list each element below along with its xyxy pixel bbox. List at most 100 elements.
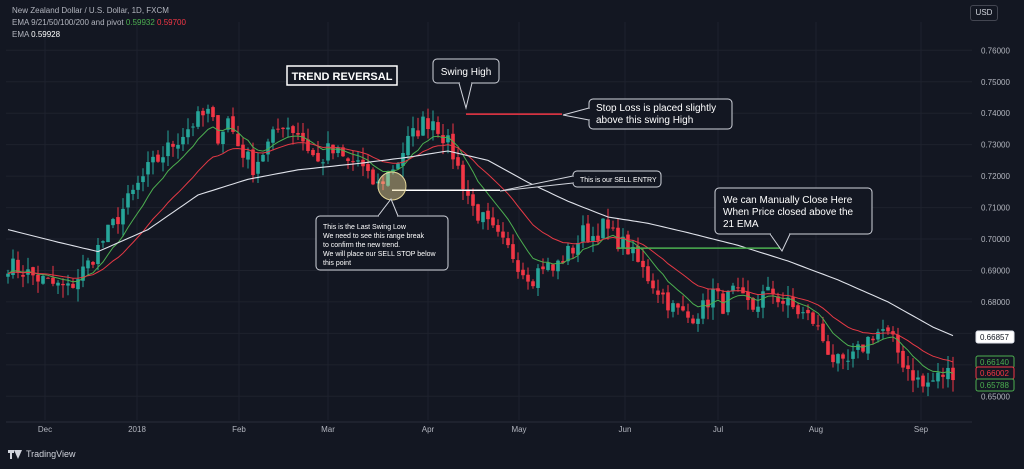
time-tick-label: May [511, 425, 526, 434]
candle-body [461, 164, 465, 190]
candle-body [696, 318, 700, 324]
candle-body [681, 306, 685, 311]
candle-body [316, 152, 320, 162]
candle-body [406, 135, 410, 156]
time-tick-label: Jul [713, 425, 723, 434]
candle-body [191, 126, 195, 128]
candle-body [541, 266, 545, 270]
candle-body [486, 210, 490, 220]
candle-body [576, 242, 580, 255]
symbol-title: New Zealand Dollar / U.S. Dollar, 1D, FX… [12, 6, 169, 15]
price-axis: 0.76000 0.75000 0.74000 0.73000 0.72000 0.710… [975, 46, 1015, 401]
candle-body [946, 367, 950, 380]
candle-body [751, 297, 755, 310]
candle-body [41, 275, 45, 284]
swing-low-pointer [377, 198, 399, 217]
candle-body [156, 154, 160, 162]
candle-body [716, 288, 720, 292]
candle-body [381, 181, 385, 184]
candle-body [66, 283, 70, 286]
candle-body [601, 218, 605, 239]
levels [377, 113, 782, 249]
candle-body [416, 130, 420, 137]
candle-body [176, 144, 180, 149]
candle-body [586, 223, 590, 242]
candle-body [871, 338, 875, 341]
candle-body [286, 127, 290, 130]
price-badge [975, 378, 1015, 392]
candle-body [881, 329, 885, 331]
candle-body [761, 291, 765, 308]
candle-body [71, 283, 75, 288]
tradingview-logo[interactable]: TradingView [8, 449, 76, 459]
grid [6, 22, 972, 420]
candle-body [851, 351, 855, 359]
candle-body [421, 116, 425, 136]
stop-loss-pointer [562, 107, 590, 121]
currency-button[interactable]: USD [970, 5, 998, 21]
candle-body [436, 122, 440, 134]
candle-body [611, 227, 615, 229]
candle-body [706, 299, 710, 308]
candle-body [791, 297, 795, 308]
price-badge-label: 0.66140 [980, 358, 1009, 367]
candle-body [711, 288, 715, 308]
ema-value: 0.59928 [31, 30, 61, 39]
candle-body [81, 266, 85, 281]
candle-body [826, 341, 830, 355]
candle-body [16, 259, 20, 273]
tradingview-label: TradingView [26, 449, 76, 459]
candle-body [386, 171, 390, 186]
candle-body [936, 372, 940, 382]
candle-body [786, 297, 790, 306]
candle-body [556, 260, 560, 272]
candle-body [206, 108, 210, 114]
candle-body [501, 231, 505, 238]
candle-body [356, 160, 360, 162]
candle-body [326, 143, 330, 161]
ema-legend[interactable]: EMA 0.59928 [12, 30, 60, 39]
candle-body [476, 204, 480, 221]
ema-200-line [7, 150, 954, 337]
candle-body [781, 300, 785, 304]
price-tick-label: 0.71000 [981, 204, 1010, 213]
candle-body [371, 169, 375, 185]
candle-body [496, 225, 500, 232]
candle-body [181, 136, 185, 145]
candle-body [196, 111, 200, 127]
candle-body [341, 147, 345, 157]
candle-body [46, 277, 50, 279]
time-tick-label: Aug [809, 425, 823, 434]
candle-body [86, 260, 90, 269]
price-tick-label: 0.72000 [981, 172, 1010, 181]
candle-body [651, 280, 655, 289]
candle-body [906, 365, 910, 369]
candle-body [951, 367, 955, 381]
candle-body [646, 266, 650, 282]
candle-body [531, 281, 535, 287]
candle-body [141, 176, 145, 183]
ema-fast-line [7, 126, 954, 374]
candle-body [671, 303, 675, 312]
candle-body [846, 360, 850, 362]
price-tick-label: 0.70000 [981, 235, 1010, 244]
candle-body [466, 190, 470, 196]
candle-body [281, 127, 285, 129]
price-badge-label: 0.66857 [980, 333, 1009, 342]
tradingview-icon [8, 449, 22, 459]
candle-body [211, 107, 215, 118]
candle-body [741, 287, 745, 294]
candle-body [876, 331, 880, 340]
candle-body [36, 274, 40, 282]
candle-body [471, 194, 475, 206]
candle-body [816, 325, 820, 327]
stop-loss-label: Stop Loss is placed slightly above this s… [596, 103, 716, 126]
ema-multi-value-1: 0.59932 [125, 18, 155, 27]
ema-multi-legend[interactable]: EMA 9/21/50/100/200 and pivot 0.59932 0.… [12, 18, 186, 27]
time-tick-label: Feb [232, 425, 246, 434]
candle-body [931, 380, 935, 382]
price-badge-label: 0.65788 [980, 381, 1009, 390]
candle-body [96, 244, 100, 265]
